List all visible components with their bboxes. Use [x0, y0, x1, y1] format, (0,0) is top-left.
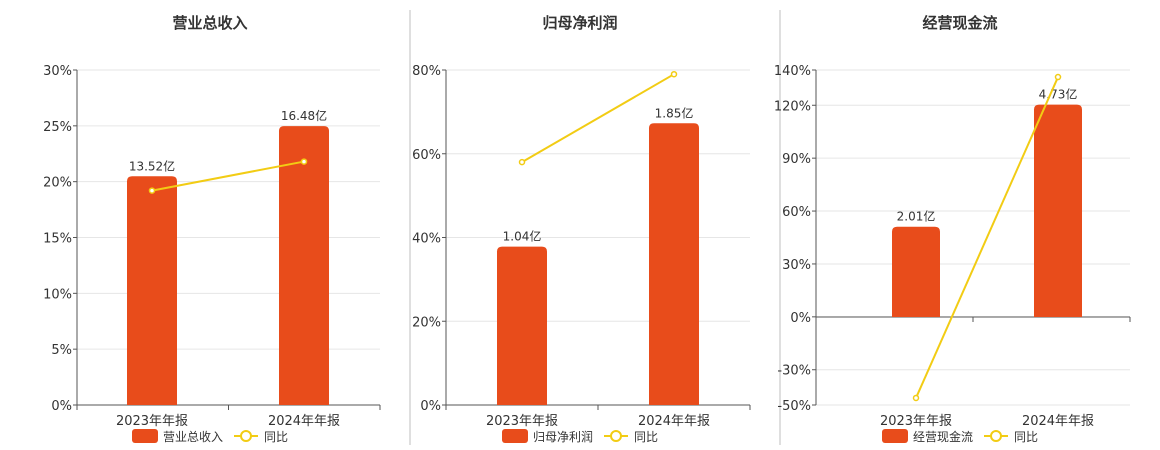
bar-data-label: 2.01亿: [897, 209, 936, 224]
bar: [649, 123, 699, 405]
yoy-line: [151, 160, 305, 192]
legend-line-label: 同比: [634, 430, 658, 444]
yoy-point: [1054, 73, 1062, 81]
y-tick-label: -50%: [777, 399, 811, 414]
legend-bar-swatch: [502, 429, 528, 443]
y-tick-label: 5%: [51, 343, 72, 358]
legend-bar-label: 营业总收入: [163, 430, 223, 444]
y-tick-label: 30%: [782, 258, 811, 273]
y-tick-label: 0%: [790, 311, 811, 326]
y-tick-label: 120%: [774, 99, 811, 114]
legend-bar-swatch: [132, 429, 158, 443]
legend-line-label: 同比: [264, 430, 288, 444]
bar-data-label: 4.73亿: [1039, 87, 1078, 102]
legend: 经营现金流 同比: [882, 429, 1038, 444]
y-tick-label: 90%: [782, 152, 811, 167]
bar-data-label: 16.48亿: [281, 108, 327, 123]
yoy-point: [670, 70, 678, 78]
chart-title: 归母净利润: [542, 14, 617, 32]
y-tick-label: 80%: [412, 64, 441, 79]
y-tick-label: 60%: [412, 148, 441, 163]
y-tick-label: -30%: [777, 364, 811, 379]
y-tick-label: 0%: [420, 399, 441, 414]
legend: 归母净利润 同比: [502, 429, 658, 444]
yoy-line: [915, 76, 1059, 399]
x-tick-label: 2023年年报: [880, 414, 952, 429]
legend-bar-swatch: [882, 429, 908, 443]
chart-panel-3: 经营现金流 -50% -30% 0% 30% 60% 90% 120% 140% 2023年年报 2…: [774, 14, 1131, 444]
legend-line-marker: [240, 430, 252, 442]
bar-data-label: 1.04亿: [503, 229, 542, 244]
y-tick-label: 20%: [43, 176, 72, 191]
yoy-point: [518, 158, 526, 166]
legend: 营业总收入 同比: [132, 429, 288, 444]
x-tick-label: 2024年年报: [268, 414, 340, 429]
y-tick-label: 60%: [782, 205, 811, 220]
legend-bar-label: 经营现金流: [913, 429, 973, 444]
chart-title: 营业总收入: [172, 14, 247, 32]
legend-bar-label: 归母净利润: [533, 430, 593, 444]
x-tick-label: 2023年年报: [116, 414, 188, 429]
legend-line-marker: [610, 430, 622, 442]
x-tick-label: 2024年年报: [638, 414, 710, 429]
y-tick-label: 20%: [412, 315, 441, 330]
yoy-point: [148, 187, 156, 194]
y-tick-label: 140%: [774, 64, 811, 79]
x-tick-label: 2024年年报: [1022, 414, 1094, 429]
yoy-point: [300, 158, 308, 165]
chart-title: 经营现金流: [922, 14, 997, 32]
y-tick-label: 25%: [43, 120, 72, 135]
bar: [1034, 104, 1082, 317]
bar: [497, 246, 547, 405]
yoy-line: [521, 73, 675, 163]
y-tick-label: 30%: [43, 64, 72, 79]
bar-data-label: 13.52亿: [129, 158, 175, 173]
bar: [127, 176, 177, 405]
y-tick-label: 40%: [412, 232, 441, 247]
bar: [279, 126, 329, 405]
bar-data-label: 1.85亿: [655, 105, 694, 120]
y-tick-label: 15%: [43, 232, 72, 247]
legend-line-label: 同比: [1014, 430, 1038, 444]
x-tick-label: 2023年年报: [486, 414, 558, 429]
yoy-point: [912, 394, 920, 402]
chart-panel-1: 营业总收入 0% 5% 10% 15% 20% 25% 30% 2023年年报 2024年年报 13…: [43, 14, 381, 444]
bar: [892, 226, 940, 317]
chart-panel-2: 归母净利润 0% 20% 40% 60% 80% 2023年年报 2024年年报 1.04亿 1.…: [412, 14, 751, 444]
y-tick-label: 10%: [43, 287, 72, 302]
y-tick-label: 0%: [51, 399, 72, 414]
legend-line-marker: [990, 430, 1002, 442]
